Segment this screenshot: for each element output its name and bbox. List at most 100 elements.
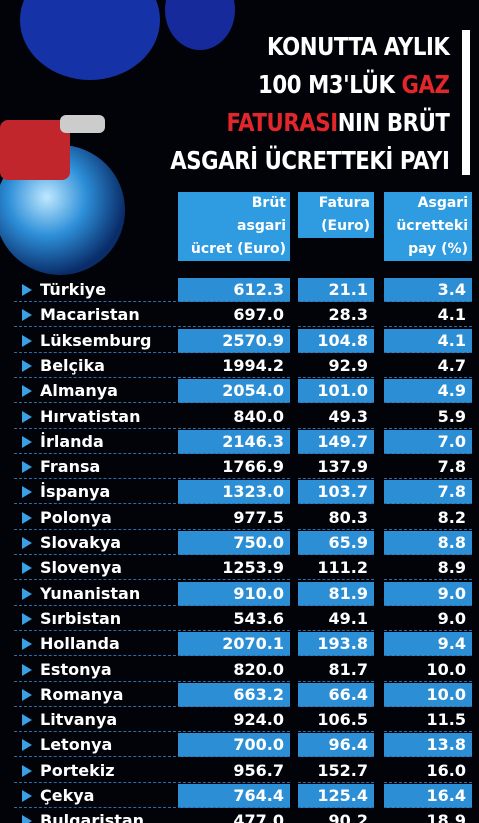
- pipe: [60, 115, 105, 133]
- header-line: Asgari: [417, 195, 468, 211]
- table-row: Sırbistan 543.6 49.1 9.0: [0, 607, 479, 632]
- value-cell: 7.0: [384, 429, 472, 454]
- value-cell: 96.4: [298, 733, 374, 758]
- country: Slovakya: [14, 531, 176, 555]
- value-cell: 5.9: [384, 405, 472, 429]
- row-arrow: [22, 309, 32, 322]
- value-cell: 16.4: [384, 784, 472, 808]
- table-row: Macaristan 697.0 28.3 4.1: [0, 303, 479, 328]
- value-cell: 49.1: [298, 607, 374, 631]
- row-arrow: [22, 688, 32, 701]
- table-row: Estonya 820.0 81.7 10.0: [0, 658, 479, 683]
- title: KONUTTA AYLIK 100 M3'LÜK GAZ FATURASININ B…: [169, 28, 450, 180]
- title-text: ASGARİ ÜCRETTEKİ PAYI: [169, 146, 450, 175]
- decoration: [0, 0, 470, 275]
- value-cell: 125.4: [298, 784, 374, 808]
- value-cell: 1323.0: [178, 480, 290, 505]
- country: İspanya: [14, 480, 176, 505]
- value-cell: 18.9: [384, 809, 472, 823]
- country: Litvanya: [14, 708, 176, 733]
- value-cell: 1766.9: [178, 455, 290, 480]
- country: Polonya: [14, 506, 176, 530]
- value-cell: 4.1: [384, 303, 472, 328]
- value-cell: 65.9: [298, 531, 374, 555]
- value-cell: 81.9: [298, 581, 374, 606]
- table-row: Romanya 663.2 66.4 10.0: [0, 682, 479, 708]
- value-cell: 9.4: [384, 632, 472, 657]
- header-line: Brüt: [251, 195, 286, 211]
- title-text: GAZ: [400, 70, 449, 99]
- value-cell: 1253.9: [178, 556, 290, 581]
- row-arrow: [22, 511, 32, 524]
- table-row: Slovenya 1253.9 111.2 8.9: [0, 556, 479, 581]
- title-line: KONUTTA AYLIK: [170, 28, 450, 66]
- valve: [0, 120, 70, 180]
- value-cell: 764.4: [178, 784, 290, 808]
- table-row: Çekya 764.4 125.4 16.4: [0, 784, 479, 809]
- row-arrow: [22, 790, 32, 802]
- value-cell: 28.3: [298, 303, 374, 328]
- country: Hırvatistan: [14, 405, 176, 429]
- country: Portekiz: [14, 759, 176, 783]
- header-line: Fatura: [318, 195, 370, 211]
- table-row: Yunanistan 910.0 81.9 9.0: [0, 581, 479, 607]
- country: Estonya: [14, 658, 176, 682]
- row-arrow: [22, 663, 32, 676]
- value-cell: 149.7: [298, 429, 374, 454]
- row-arrow: [22, 359, 32, 372]
- value-cell: 697.0: [178, 303, 290, 328]
- column-header: Fatura (Euro): [298, 192, 374, 238]
- row-arrow: [22, 739, 32, 752]
- value-cell: 152.7: [298, 759, 374, 783]
- header-line: ücret (Euro): [190, 241, 286, 257]
- table-row: Hırvatistan 840.0 49.3 5.9: [0, 405, 479, 430]
- value-cell: 10.0: [384, 658, 472, 682]
- value-cell: 80.3: [298, 506, 374, 530]
- value-cell: 956.7: [178, 759, 290, 783]
- value-cell: 103.7: [298, 480, 374, 505]
- header-line: ücretteki: [396, 218, 468, 234]
- header-line: (Euro): [321, 218, 370, 234]
- value-cell: 111.2: [298, 556, 374, 581]
- value-cell: 2054.0: [178, 379, 290, 404]
- country: Letonya: [14, 733, 176, 758]
- value-cell: 9.0: [384, 581, 472, 606]
- value-cell: 3.4: [384, 278, 472, 302]
- country: Almanya: [14, 379, 176, 404]
- value-cell: 700.0: [178, 733, 290, 758]
- table-row: Litvanya 924.0 106.5 11.5: [0, 708, 479, 733]
- value-cell: 9.0: [384, 607, 472, 631]
- value-cell: 137.9: [298, 455, 374, 480]
- table-row: Belçika 1994.2 92.9 4.7: [0, 354, 479, 379]
- table-row: Fransa 1766.9 137.9 7.8: [0, 455, 479, 480]
- value-cell: 4.9: [384, 379, 472, 404]
- row-arrow: [22, 486, 32, 499]
- value-cell: 193.8: [298, 632, 374, 657]
- row-arrow: [22, 638, 32, 651]
- row-arrow: [22, 385, 32, 398]
- table-row: Hollanda 2070.1 193.8 9.4: [0, 632, 479, 657]
- country: Lüksemburg: [14, 329, 176, 353]
- row-arrow: [22, 435, 32, 448]
- value-cell: 820.0: [178, 658, 290, 682]
- row-arrow: [22, 537, 32, 549]
- row-arrow: [22, 562, 32, 575]
- table-row: Lüksemburg 2570.9 104.8 4.1: [0, 328, 479, 354]
- country: Yunanistan: [14, 582, 176, 606]
- value-cell: 92.9: [298, 354, 374, 378]
- value-cell: 106.5: [298, 708, 374, 733]
- value-cell: 104.8: [298, 328, 374, 353]
- value-cell: 66.4: [298, 682, 374, 707]
- title-text: KONUTTA AYLIK: [266, 32, 450, 61]
- value-cell: 924.0: [178, 708, 290, 733]
- row-arrow: [22, 334, 32, 347]
- value-cell: 8.2: [384, 506, 472, 530]
- value-cell: 7.8: [384, 480, 472, 505]
- value-cell: 90.2: [298, 809, 374, 823]
- country: Slovenya: [14, 556, 176, 581]
- flame: [20, 0, 160, 80]
- value-cell: 4.7: [384, 354, 472, 378]
- value-cell: 977.5: [178, 506, 290, 530]
- header-line: pay (%): [408, 241, 468, 257]
